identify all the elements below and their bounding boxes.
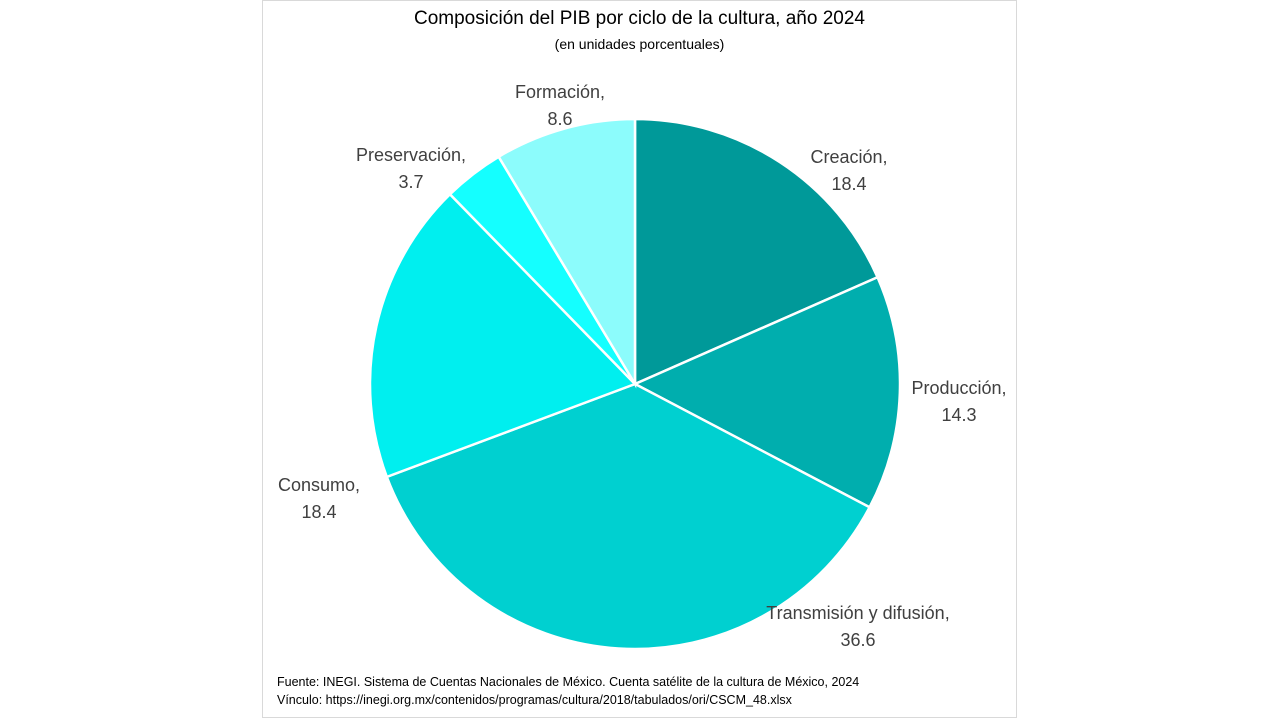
pie-slice-producción	[632, 275, 902, 509]
pie-slice-consumo	[368, 192, 638, 479]
pie-slice-formación	[496, 117, 637, 389]
slice-label: Producción, 14.3	[911, 378, 1006, 425]
pie-slice-creación	[633, 117, 880, 386]
chart-subtitle: (en unidades porcentuales)	[554, 36, 725, 52]
pie-chart: Creación, 18.4 Producción, 14.3 Transmisión …	[278, 82, 1007, 651]
pie-slice-transmisión-y-difusión	[385, 382, 872, 651]
slice-label: Preservación, 3.7	[356, 145, 466, 192]
slice-label: Formación, 8.6	[515, 82, 605, 129]
chart-frame: Composición del PIB por ciclo de la cult…	[262, 0, 1017, 718]
chart-title: Composición del PIB por ciclo de la cult…	[414, 8, 865, 29]
source-link: Vínculo: https://inegi.org.mx/contenidos…	[277, 693, 792, 707]
slice-label: Transmisión y difusión, 36.6	[766, 603, 949, 650]
source-note: Fuente: INEGI. Sistema de Cuentas Nacion…	[277, 675, 860, 689]
slice-label: Consumo, 18.4	[278, 475, 360, 522]
slice-label: Creación, 18.4	[810, 147, 887, 194]
chart-footer: Fuente: INEGI. Sistema de Cuentas Nacion…	[277, 673, 859, 709]
